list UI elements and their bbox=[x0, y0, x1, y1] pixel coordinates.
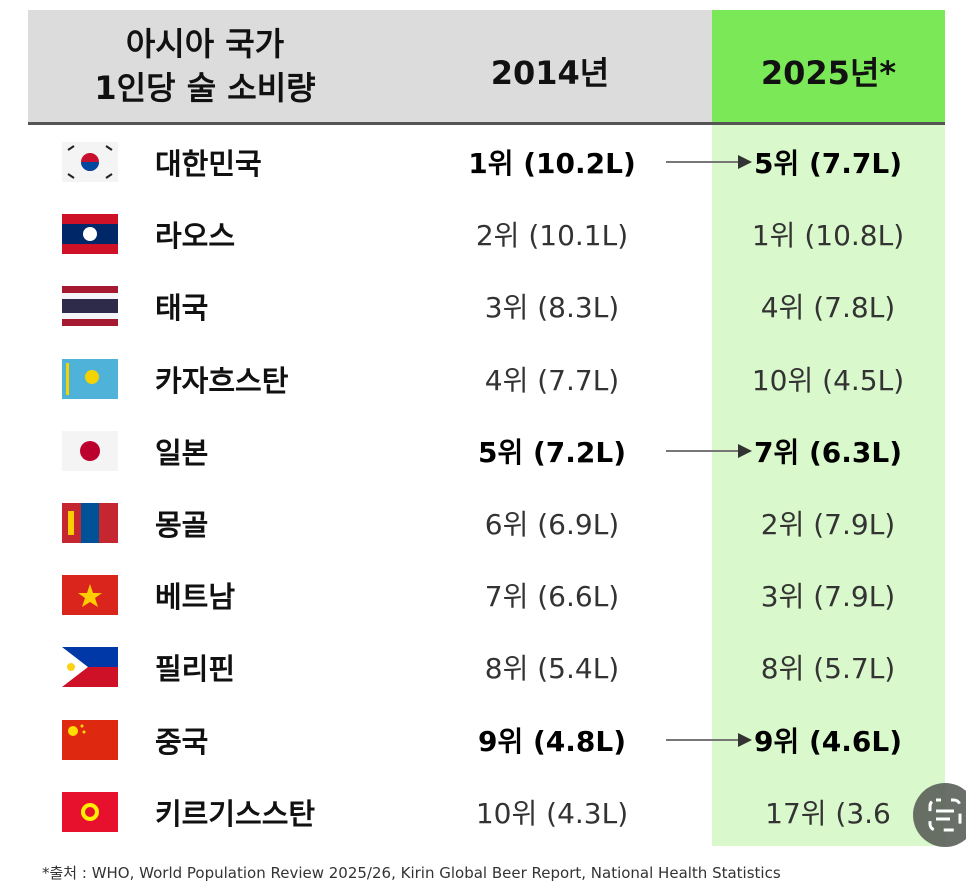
flag-icon bbox=[62, 214, 118, 255]
country-name: 카자흐스탄 bbox=[155, 363, 289, 398]
flag-icon bbox=[62, 142, 118, 182]
value-2014: 9위 (4.8L) bbox=[477, 724, 627, 758]
value-2014: 2위 (10.1L) bbox=[475, 219, 629, 253]
value-2025: 5위 (7.7L) bbox=[753, 147, 903, 180]
value-2025: 7위 (6.3L) bbox=[753, 435, 903, 469]
flag-icon bbox=[62, 575, 118, 616]
flag-icon bbox=[62, 719, 118, 760]
value-2014: 5위 (7.2L) bbox=[477, 435, 627, 469]
country-name: 베트남 bbox=[155, 580, 236, 615]
country-name: 몽골 bbox=[155, 508, 209, 542]
value-2025: 10위 (4.5L) bbox=[751, 363, 905, 397]
flag-icon bbox=[62, 358, 118, 399]
header-band bbox=[28, 10, 712, 124]
change-arrow bbox=[666, 732, 752, 747]
value-2025: 4위 (7.8L) bbox=[760, 291, 896, 325]
value-2025: 3위 (7.9L) bbox=[760, 580, 896, 614]
title-line: 아시아 국가 bbox=[125, 25, 285, 63]
change-arrow bbox=[666, 155, 752, 169]
highlight-column bbox=[712, 124, 945, 846]
value-2014: 7위 (6.6L) bbox=[484, 580, 620, 614]
value-2014: 6위 (6.9L) bbox=[484, 508, 620, 541]
country-name: 중국 bbox=[155, 724, 209, 759]
header-rule bbox=[28, 122, 945, 125]
flag-icon bbox=[62, 791, 118, 832]
source-note: *출처 : WHO, World Population Review 2025/… bbox=[42, 864, 781, 882]
value-2014: 8위 (5.4L) bbox=[484, 652, 620, 686]
flag-icon bbox=[62, 503, 118, 543]
country-name: 키르기스스탄 bbox=[155, 796, 316, 831]
value-2025: 8위 (5.7L) bbox=[760, 652, 896, 686]
country-name: 일본 bbox=[155, 435, 209, 470]
value-2014: 1위 (10.2L) bbox=[468, 147, 636, 180]
change-arrow bbox=[666, 443, 752, 458]
value-2014: 10위 (4.3L) bbox=[475, 796, 629, 830]
lens-button[interactable] bbox=[910, 780, 966, 850]
header-highlight bbox=[712, 10, 945, 124]
column-header: 2025년* bbox=[760, 54, 897, 92]
table-title: 아시아 국가 1인당 술 소비량 bbox=[40, 22, 370, 110]
value-2014: 3위 (8.3L) bbox=[484, 291, 620, 325]
country-name: 태국 bbox=[155, 291, 209, 326]
value-2025: 2위 (7.9L) bbox=[760, 508, 896, 541]
column-header: 2014년 bbox=[490, 54, 610, 92]
flag-icon bbox=[62, 647, 118, 688]
country-name: 필리핀 bbox=[155, 652, 236, 687]
value-2025: 17위 (3.6 bbox=[765, 796, 891, 830]
country-name: 라오스 bbox=[155, 219, 236, 254]
country-name: 대한민국 bbox=[155, 147, 262, 181]
value-2014: 4위 (7.7L) bbox=[484, 363, 620, 397]
value-2025: 1위 (10.8L) bbox=[751, 219, 905, 253]
flag-icon bbox=[62, 430, 118, 471]
value-2025: 9위 (4.6L) bbox=[753, 724, 903, 758]
title-line: 1인당 술 소비량 bbox=[94, 69, 316, 107]
flag-icon bbox=[62, 286, 118, 327]
